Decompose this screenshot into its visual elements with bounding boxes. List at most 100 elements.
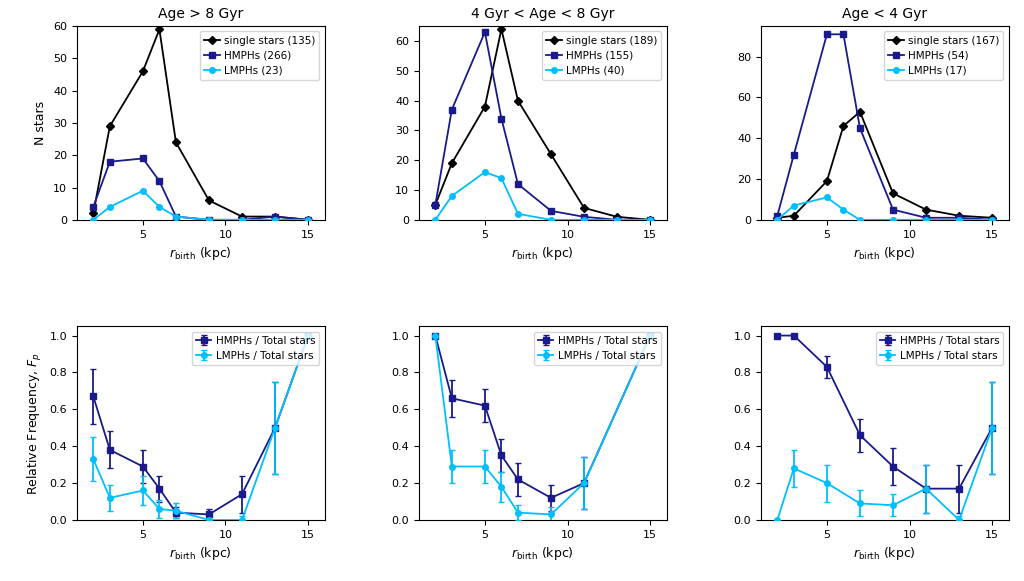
single stars (167): [854, 108, 866, 115]
single stars (135): [154, 26, 166, 33]
LMPHs (17): [887, 216, 899, 223]
single stars (167): [821, 178, 834, 185]
LMPHs (23): [87, 216, 99, 223]
HMPHs (266): [203, 216, 215, 223]
Legend: HMPHs / Total stars, LMPHs / Total stars: HMPHs / Total stars, LMPHs / Total stars: [534, 332, 662, 365]
HMPHs (54): [953, 214, 966, 221]
Legend: single stars (135), HMPHs (266), LMPHs (23): single stars (135), HMPHs (266), LMPHs (…: [200, 31, 319, 80]
LMPHs (40): [611, 216, 624, 223]
X-axis label: $r_\mathrm{birth}$ (kpc): $r_\mathrm{birth}$ (kpc): [169, 546, 232, 562]
LMPHs (17): [787, 202, 800, 209]
Title: Age > 8 Gyr: Age > 8 Gyr: [158, 7, 244, 21]
single stars (135): [236, 213, 248, 220]
Y-axis label: N stars: N stars: [35, 101, 47, 145]
LMPHs (40): [445, 192, 458, 199]
single stars (189): [496, 26, 508, 33]
single stars (189): [545, 151, 557, 158]
Line: LMPHs (40): LMPHs (40): [432, 170, 653, 223]
Legend: HMPHs / Total stars, LMPHs / Total stars: HMPHs / Total stars, LMPHs / Total stars: [191, 332, 319, 365]
Legend: HMPHs / Total stars, LMPHs / Total stars: HMPHs / Total stars, LMPHs / Total stars: [876, 332, 1004, 365]
single stars (167): [838, 123, 850, 130]
Line: HMPHs (155): HMPHs (155): [432, 29, 653, 223]
Legend: single stars (167), HMPHs (54), LMPHs (17): single stars (167), HMPHs (54), LMPHs (1…: [884, 31, 1004, 80]
LMPHs (23): [170, 213, 182, 220]
HMPHs (155): [445, 106, 458, 113]
HMPHs (155): [479, 28, 492, 35]
single stars (167): [787, 212, 800, 219]
HMPHs (54): [887, 206, 899, 213]
LMPHs (17): [821, 194, 834, 201]
Line: HMPHs (266): HMPHs (266): [90, 156, 311, 223]
single stars (135): [170, 139, 182, 146]
HMPHs (155): [545, 207, 557, 214]
LMPHs (40): [429, 216, 441, 223]
HMPHs (266): [154, 178, 166, 185]
single stars (189): [578, 205, 590, 211]
LMPHs (40): [644, 216, 656, 223]
single stars (167): [986, 214, 998, 221]
LMPHs (40): [479, 168, 492, 175]
single stars (167): [920, 206, 932, 213]
Y-axis label: Relative Frequency, $F_p$: Relative Frequency, $F_p$: [26, 352, 44, 494]
LMPHs (40): [496, 175, 508, 182]
Line: LMPHs (23): LMPHs (23): [90, 188, 311, 223]
HMPHs (155): [512, 181, 524, 188]
single stars (189): [429, 202, 441, 209]
LMPHs (17): [953, 216, 966, 223]
LMPHs (23): [236, 216, 248, 223]
LMPHs (23): [137, 187, 150, 194]
HMPHs (266): [269, 213, 282, 220]
HMPHs (155): [578, 213, 590, 220]
HMPHs (54): [787, 151, 800, 158]
single stars (135): [302, 216, 314, 223]
single stars (189): [479, 103, 492, 110]
single stars (135): [137, 68, 150, 75]
X-axis label: $r_\mathrm{birth}$ (kpc): $r_\mathrm{birth}$ (kpc): [169, 245, 232, 262]
X-axis label: $r_\mathrm{birth}$ (kpc): $r_\mathrm{birth}$ (kpc): [511, 245, 574, 262]
Legend: single stars (189), HMPHs (155), LMPHs (40): single stars (189), HMPHs (155), LMPHs (…: [542, 31, 662, 80]
Line: LMPHs (17): LMPHs (17): [774, 195, 995, 223]
HMPHs (266): [236, 216, 248, 223]
HMPHs (266): [103, 158, 116, 165]
Line: HMPHs (54): HMPHs (54): [774, 31, 995, 223]
HMPHs (54): [920, 214, 932, 221]
single stars (135): [203, 197, 215, 204]
HMPHs (54): [838, 31, 850, 38]
HMPHs (155): [644, 216, 656, 223]
single stars (167): [953, 212, 966, 219]
Title: Age < 4 Gyr: Age < 4 Gyr: [842, 7, 928, 21]
LMPHs (17): [986, 216, 998, 223]
Line: single stars (167): single stars (167): [774, 109, 995, 221]
HMPHs (54): [986, 216, 998, 223]
single stars (167): [887, 190, 899, 197]
LMPHs (17): [771, 216, 783, 223]
HMPHs (155): [496, 115, 508, 122]
LMPHs (17): [854, 216, 866, 223]
HMPHs (155): [429, 202, 441, 209]
HMPHs (266): [137, 155, 150, 162]
single stars (135): [87, 210, 99, 217]
LMPHs (40): [512, 210, 524, 217]
LMPHs (23): [103, 203, 116, 210]
X-axis label: $r_\mathrm{birth}$ (kpc): $r_\mathrm{birth}$ (kpc): [853, 245, 916, 262]
LMPHs (23): [269, 216, 282, 223]
HMPHs (54): [854, 124, 866, 131]
Line: single stars (189): single stars (189): [432, 26, 653, 223]
LMPHs (17): [838, 206, 850, 213]
X-axis label: $r_\mathrm{birth}$ (kpc): $r_\mathrm{birth}$ (kpc): [853, 546, 916, 562]
X-axis label: $r_\mathrm{birth}$ (kpc): $r_\mathrm{birth}$ (kpc): [511, 546, 574, 562]
single stars (189): [512, 97, 524, 104]
single stars (135): [103, 123, 116, 130]
LMPHs (40): [578, 216, 590, 223]
LMPHs (23): [154, 203, 166, 210]
HMPHs (54): [821, 31, 834, 38]
Title: 4 Gyr < Age < 8 Gyr: 4 Gyr < Age < 8 Gyr: [471, 7, 614, 21]
single stars (189): [445, 160, 458, 167]
single stars (135): [269, 213, 282, 220]
HMPHs (266): [170, 213, 182, 220]
HMPHs (54): [771, 212, 783, 219]
single stars (167): [771, 214, 783, 221]
single stars (189): [611, 213, 624, 220]
LMPHs (17): [920, 216, 932, 223]
LMPHs (40): [545, 216, 557, 223]
